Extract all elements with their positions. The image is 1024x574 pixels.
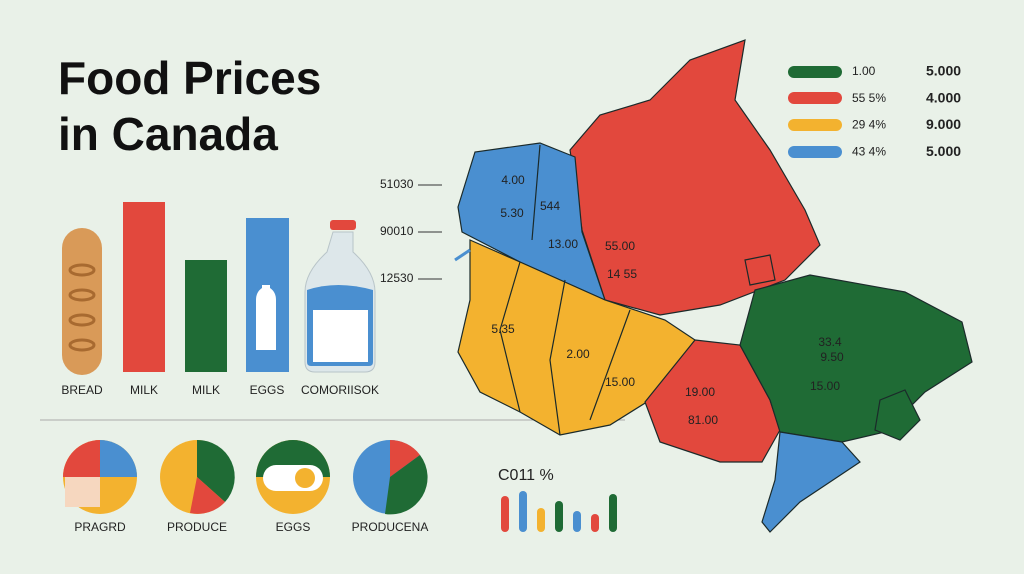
legend-value: 4.000	[926, 89, 961, 105]
arrow-label: 12530	[380, 271, 414, 285]
legend-swatches	[788, 66, 842, 158]
legend-label: 29 4%	[852, 118, 886, 132]
bar-label: EGGS	[250, 383, 285, 397]
title-line: Food Prices	[58, 52, 321, 104]
map-label: 14 55	[607, 267, 637, 281]
legend-value: 5.000	[926, 63, 961, 79]
map-label: 19.00	[685, 385, 715, 399]
map-label: 4.00	[501, 173, 525, 187]
map-label: 9.50	[820, 350, 844, 364]
legend-label: 55 5%	[852, 91, 886, 105]
map-label: 5.30	[500, 206, 524, 220]
mini-chart-label: C011 %	[498, 467, 554, 484]
pie-label: EGGS	[276, 520, 311, 534]
map-label: 544	[540, 199, 560, 213]
map	[454, 39, 973, 533]
arrow-label: 90010	[380, 224, 414, 238]
map-label: 55.00	[605, 239, 635, 253]
legend-label: 43 4%	[852, 144, 886, 158]
food-bars	[62, 202, 376, 375]
bar-label: MILK	[192, 383, 220, 397]
mini-bars	[501, 491, 617, 532]
pie-label: PRODUCENA	[352, 520, 429, 534]
pie-label: PRODUCE	[167, 520, 227, 534]
bar-label: COMORIISOK	[301, 383, 379, 397]
pie-label: PRAGRD	[74, 520, 126, 534]
arrow-label: 51030	[380, 177, 414, 191]
title-line: in Canada	[58, 108, 278, 160]
map-label: 2.00	[566, 347, 590, 361]
bar-label: BREAD	[61, 383, 103, 397]
pies	[63, 439, 428, 515]
map-label: 15.00	[605, 375, 635, 389]
map-label: 33.4	[818, 335, 842, 349]
legend-value: 9.000	[926, 116, 961, 132]
map-label: 13.00	[548, 237, 578, 251]
map-label: 5.35	[491, 322, 515, 336]
bar-label: MILK	[130, 383, 158, 397]
map-label: 15.00	[810, 379, 840, 393]
map-label: 81.00	[688, 413, 718, 427]
legend-label: 1.00	[852, 64, 876, 78]
legend-value: 5.000	[926, 143, 961, 159]
